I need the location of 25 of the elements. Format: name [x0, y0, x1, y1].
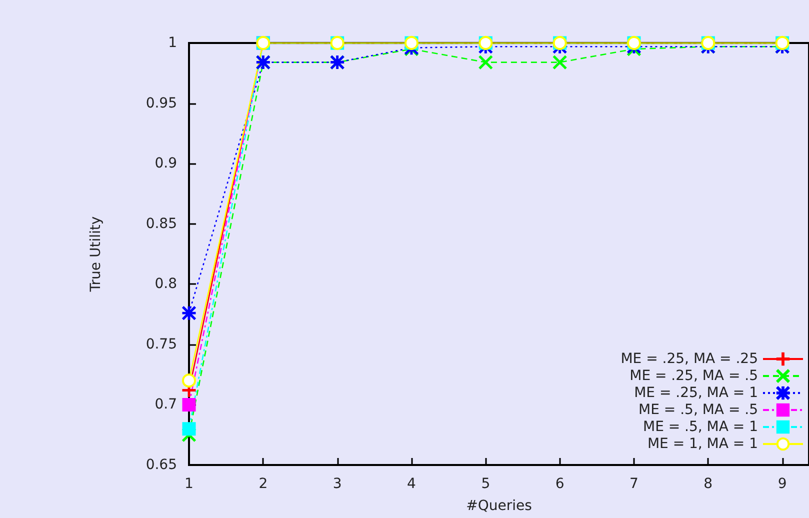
x-tick-label: 7 — [630, 476, 638, 492]
x-tick-label: 9 — [778, 476, 787, 492]
y-tick-label: 0.7 — [154, 396, 177, 413]
x-tick-label: 1 — [184, 476, 194, 492]
x-tick-label: 8 — [704, 476, 713, 492]
y-tick-label: 0.9 — [154, 156, 177, 172]
x-axis-title: #Queries — [466, 498, 532, 514]
x-tick-label: 5 — [481, 476, 490, 492]
y-axis-title: True Utility — [88, 216, 104, 293]
y-tick-label: 0.75 — [146, 336, 177, 352]
y-tick-label: 1 — [168, 35, 177, 51]
x-tick-label: 6 — [555, 476, 564, 492]
legend-label: ME = .5, MA = .5 — [638, 402, 758, 418]
legend-label: ME = .5, MA = 1 — [642, 419, 758, 435]
legend-label: ME = .25, MA = .25 — [620, 351, 758, 367]
legend-label: ME = .25, MA = 1 — [634, 385, 758, 401]
x-tick-label: 2 — [258, 476, 268, 492]
y-tick-label: 0.8 — [154, 276, 177, 292]
y-tick-label: 0.95 — [146, 95, 177, 112]
y-tick-label: 0.65 — [146, 457, 177, 473]
y-tick-label: 0.85 — [146, 216, 177, 232]
legend-label: ME = 1, MA = 1 — [647, 436, 758, 452]
x-tick-label: 3 — [332, 476, 342, 492]
x-tick-label: 4 — [407, 476, 416, 492]
legend-label: ME = .25, MA = .5 — [630, 368, 758, 384]
